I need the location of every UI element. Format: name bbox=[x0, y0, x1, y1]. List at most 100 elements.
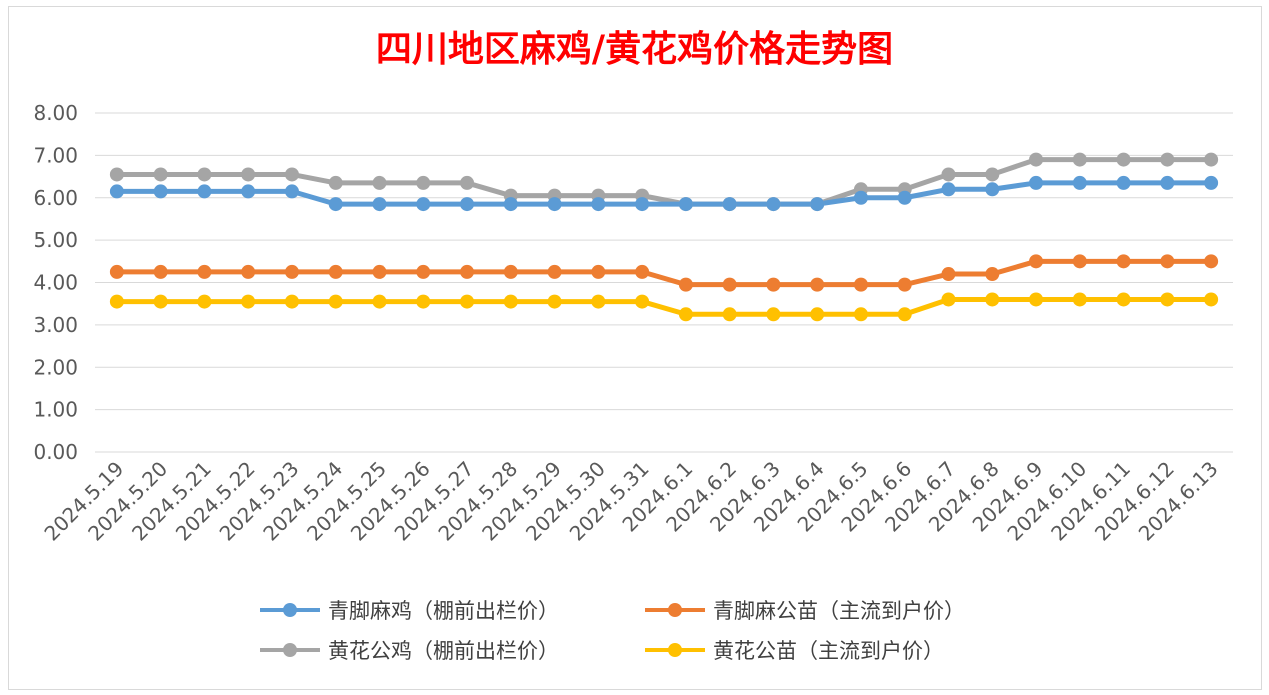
series-1-point-14 bbox=[722, 277, 737, 292]
gridlines bbox=[95, 112, 1233, 453]
series-1-point-22 bbox=[1072, 254, 1087, 269]
series-1-point-8 bbox=[460, 264, 475, 279]
series-3-point-15 bbox=[766, 307, 781, 322]
series-1-point-21 bbox=[1029, 254, 1044, 269]
legend-swatch-1 bbox=[645, 603, 705, 617]
y-tick-label-1: 1.00 bbox=[33, 398, 78, 422]
series-points bbox=[109, 152, 1219, 322]
legend-swatch-3 bbox=[645, 643, 705, 657]
series-1-point-1 bbox=[153, 264, 168, 279]
y-tick-label-7: 7.00 bbox=[33, 143, 78, 167]
series-1-point-12 bbox=[635, 264, 650, 279]
series-3-point-2 bbox=[197, 294, 212, 309]
legend-item-3: 黄花公苗（主流到户价） bbox=[645, 635, 944, 665]
y-axis-ticks: 0.00 1.00 2.00 3.00 4.00 5.00 6.00 7.00 8.00 bbox=[33, 101, 78, 464]
series-2-point-3 bbox=[241, 167, 256, 182]
series-3-point-16 bbox=[810, 307, 825, 322]
series-0-point-25 bbox=[1204, 175, 1219, 190]
series-0-point-8 bbox=[460, 197, 475, 212]
series-0-point-10 bbox=[547, 197, 562, 212]
series-1-point-7 bbox=[416, 264, 431, 279]
series-1-point-16 bbox=[810, 277, 825, 292]
legend-label-1: 青脚麻公苗（主流到户价） bbox=[713, 599, 965, 623]
series-3-point-24 bbox=[1160, 292, 1175, 307]
legend-label-3: 黄花公苗（主流到户价） bbox=[713, 639, 944, 663]
chart-title: 四川地区麻鸡/黄花鸡价格走势图 bbox=[375, 28, 894, 70]
legend-label-2: 黄花公鸡（棚前出栏价） bbox=[328, 639, 559, 663]
series-3-point-14 bbox=[722, 307, 737, 322]
y-tick-label-5: 5.00 bbox=[33, 228, 78, 252]
series-3-point-9 bbox=[503, 294, 518, 309]
series-0-point-21 bbox=[1029, 175, 1044, 190]
series-3-point-19 bbox=[941, 292, 956, 307]
series-2-point-24 bbox=[1160, 152, 1175, 167]
series-3-point-8 bbox=[460, 294, 475, 309]
series-1-point-13 bbox=[678, 277, 693, 292]
legend-swatch-0 bbox=[260, 603, 320, 617]
series-1-point-15 bbox=[766, 277, 781, 292]
series-3-point-4 bbox=[284, 294, 299, 309]
series-1-point-19 bbox=[941, 267, 956, 282]
legend: 青脚麻鸡（棚前出栏价） 青脚麻公苗（主流到户价） 黄花公鸡（棚前出栏价） 黄花公… bbox=[260, 595, 1060, 675]
series-line-0 bbox=[114, 180, 1214, 207]
series-1-point-24 bbox=[1160, 254, 1175, 269]
series-lines bbox=[114, 157, 1214, 317]
legend-swatch-2 bbox=[260, 643, 320, 657]
series-0-point-0 bbox=[109, 184, 124, 199]
series-3-point-25 bbox=[1204, 292, 1219, 307]
y-tick-label-0: 0.00 bbox=[33, 440, 78, 464]
legend-item-0: 青脚麻鸡（棚前出栏价） bbox=[260, 595, 559, 625]
series-3-point-18 bbox=[897, 307, 912, 322]
series-line-2 bbox=[114, 157, 1214, 207]
series-0-point-22 bbox=[1072, 175, 1087, 190]
series-2-point-0 bbox=[109, 167, 124, 182]
series-1-point-3 bbox=[241, 264, 256, 279]
series-2-point-20 bbox=[985, 167, 1000, 182]
series-1-point-9 bbox=[503, 264, 518, 279]
series-0-point-13 bbox=[678, 197, 693, 212]
series-3-point-6 bbox=[372, 294, 387, 309]
series-1-point-18 bbox=[897, 277, 912, 292]
series-1-point-4 bbox=[284, 264, 299, 279]
series-0-point-5 bbox=[328, 197, 343, 212]
series-3-point-7 bbox=[416, 294, 431, 309]
series-3-point-21 bbox=[1029, 292, 1044, 307]
series-1-point-25 bbox=[1204, 254, 1219, 269]
series-0-point-3 bbox=[241, 184, 256, 199]
series-0-point-23 bbox=[1116, 175, 1131, 190]
series-1-point-10 bbox=[547, 264, 562, 279]
series-0-point-12 bbox=[635, 197, 650, 212]
series-3-point-11 bbox=[591, 294, 606, 309]
series-0-point-11 bbox=[591, 197, 606, 212]
series-1-point-2 bbox=[197, 264, 212, 279]
series-2-point-22 bbox=[1072, 152, 1087, 167]
series-0-point-6 bbox=[372, 197, 387, 212]
series-2-point-23 bbox=[1116, 152, 1131, 167]
series-line-1 bbox=[114, 258, 1214, 288]
series-0-point-18 bbox=[897, 190, 912, 205]
series-1-point-17 bbox=[853, 277, 868, 292]
series-0-point-19 bbox=[941, 182, 956, 197]
series-3-point-22 bbox=[1072, 292, 1087, 307]
series-3-point-5 bbox=[328, 294, 343, 309]
series-2-point-6 bbox=[372, 175, 387, 190]
series-0-point-4 bbox=[284, 184, 299, 199]
series-2-point-19 bbox=[941, 167, 956, 182]
series-1-point-6 bbox=[372, 264, 387, 279]
series-0-point-17 bbox=[853, 190, 868, 205]
y-tick-label-6: 6.00 bbox=[33, 186, 78, 210]
series-3-point-17 bbox=[853, 307, 868, 322]
legend-item-2: 黄花公鸡（棚前出栏价） bbox=[260, 635, 559, 665]
series-0-point-9 bbox=[503, 197, 518, 212]
series-0-point-16 bbox=[810, 197, 825, 212]
series-1-point-11 bbox=[591, 264, 606, 279]
legend-item-1: 青脚麻公苗（主流到户价） bbox=[645, 595, 965, 625]
series-1-point-5 bbox=[328, 264, 343, 279]
chart-frame bbox=[8, 6, 1262, 690]
x-axis-ticks: 2024.5.192024.5.202024.5.212024.5.222024… bbox=[39, 457, 1222, 546]
series-2-point-2 bbox=[197, 167, 212, 182]
series-3-point-0 bbox=[109, 294, 124, 309]
series-0-point-15 bbox=[766, 197, 781, 212]
series-2-point-5 bbox=[328, 175, 343, 190]
